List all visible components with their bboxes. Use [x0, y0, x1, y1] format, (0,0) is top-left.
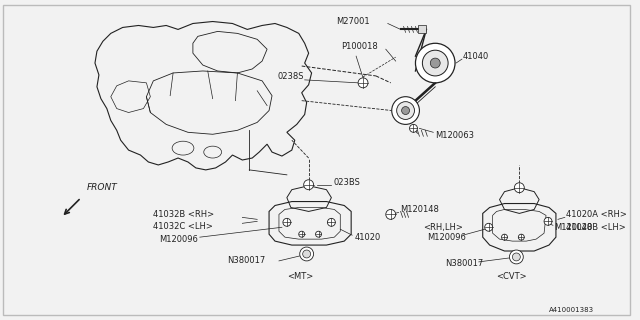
- Text: 023BS: 023BS: [333, 178, 360, 187]
- Circle shape: [316, 231, 321, 237]
- Circle shape: [484, 223, 493, 231]
- Text: <MT>: <MT>: [287, 272, 313, 281]
- Text: 41020B <LH>: 41020B <LH>: [566, 223, 625, 232]
- Circle shape: [502, 234, 508, 240]
- Text: N380017: N380017: [227, 256, 266, 265]
- Circle shape: [300, 247, 314, 261]
- Circle shape: [515, 183, 524, 193]
- Text: M120096: M120096: [159, 235, 198, 244]
- Circle shape: [410, 124, 417, 132]
- Circle shape: [397, 102, 415, 119]
- Text: 41020: 41020: [354, 233, 380, 242]
- Circle shape: [328, 218, 335, 226]
- Text: A410001383: A410001383: [549, 307, 594, 313]
- Text: 0238S: 0238S: [277, 72, 304, 81]
- Text: M120148: M120148: [401, 205, 440, 214]
- Text: 41020A <RH>: 41020A <RH>: [566, 210, 627, 219]
- Circle shape: [386, 210, 396, 219]
- Circle shape: [518, 234, 524, 240]
- Text: M120L48: M120L48: [554, 223, 592, 232]
- Text: 41032B <RH>: 41032B <RH>: [154, 210, 214, 219]
- Circle shape: [299, 231, 305, 237]
- Circle shape: [358, 78, 368, 88]
- Circle shape: [415, 43, 455, 83]
- Circle shape: [303, 250, 310, 258]
- Text: P100018: P100018: [341, 42, 378, 51]
- Text: <RH,LH>: <RH,LH>: [424, 223, 463, 232]
- Circle shape: [422, 50, 448, 76]
- Circle shape: [544, 217, 552, 225]
- Circle shape: [304, 180, 314, 190]
- Text: FRONT: FRONT: [87, 183, 118, 192]
- Text: M27001: M27001: [337, 17, 370, 26]
- Text: <CVT>: <CVT>: [497, 272, 527, 281]
- Text: 41040: 41040: [463, 52, 489, 60]
- Circle shape: [392, 97, 419, 124]
- Text: M120096: M120096: [428, 233, 466, 242]
- Text: M120063: M120063: [435, 131, 474, 140]
- Circle shape: [283, 218, 291, 226]
- Circle shape: [430, 58, 440, 68]
- Circle shape: [509, 250, 524, 264]
- Bar: [419, 26, 426, 33]
- Circle shape: [513, 253, 520, 261]
- Text: 41032C <LH>: 41032C <LH>: [154, 222, 213, 231]
- Circle shape: [402, 107, 410, 115]
- Text: N380017: N380017: [445, 260, 483, 268]
